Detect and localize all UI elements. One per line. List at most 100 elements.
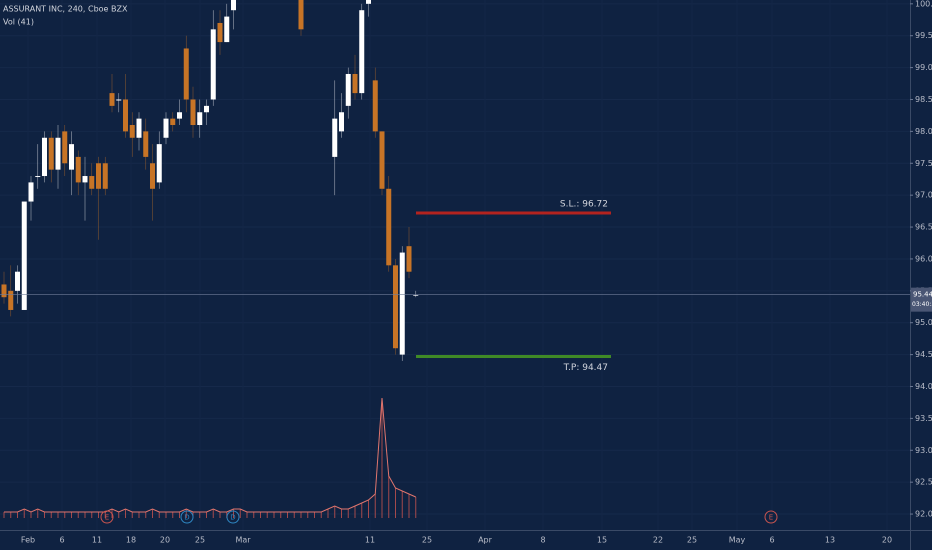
- volume-bar: [233, 509, 234, 518]
- volume-bar: [253, 512, 255, 518]
- volume-bar: [293, 512, 295, 518]
- candle-body: [42, 137, 47, 177]
- event-label: D: [184, 514, 189, 522]
- volume-bar: [300, 512, 302, 518]
- x-tick-label: 11: [365, 536, 375, 545]
- x-tick-label: 15: [597, 536, 607, 545]
- candle-body: [217, 22, 223, 43]
- y-tick-label: 92.00: [915, 510, 932, 519]
- y-tick-label: 93.00: [915, 446, 932, 455]
- candle-body: [345, 73, 351, 106]
- candle-body: [372, 80, 378, 132]
- volume-bar: [199, 512, 201, 518]
- volume-bar: [50, 512, 52, 518]
- volume-bar: [327, 509, 329, 518]
- volume-bar: [307, 512, 309, 518]
- candle-layer: [1, 0, 419, 361]
- chart-title: ASSURANT INC, 240, Cboe BZX: [3, 5, 128, 14]
- volume-bar: [165, 512, 167, 518]
- candle-body: [156, 144, 162, 183]
- volume-bar: [388, 476, 390, 518]
- candle-body: [163, 118, 169, 138]
- volume-bar: [179, 512, 180, 518]
- candle-body: [197, 112, 203, 126]
- candle-body: [48, 137, 54, 170]
- x-tick-label: 6: [59, 536, 64, 545]
- volume-bar: [131, 512, 133, 518]
- volume-bar: [334, 506, 336, 518]
- candle-body: [8, 290, 14, 310]
- volume-bar: [98, 512, 99, 518]
- candle-body: [35, 176, 41, 178]
- volume-bar: [44, 512, 45, 518]
- x-tick-label: 13: [825, 536, 835, 545]
- volume-bar: [354, 506, 356, 518]
- volume-bar: [273, 512, 275, 518]
- volume-bar: [84, 512, 86, 518]
- y-tick-label: 94.50: [915, 350, 932, 359]
- event-label: E: [769, 514, 773, 522]
- y-tick-label: 97.00: [915, 191, 932, 200]
- countdown-label: 03:40:34: [912, 301, 932, 308]
- take-profit-label: T.P: 94.47: [563, 363, 608, 373]
- candle-body: [89, 176, 95, 189]
- candle-body: [102, 163, 108, 189]
- y-tick-label: 98.00: [915, 127, 932, 136]
- x-tick-label: 8: [540, 536, 545, 545]
- candle-body: [339, 112, 344, 132]
- candle-body: [82, 176, 88, 183]
- candle-body: [69, 144, 74, 170]
- volume-bar: [266, 512, 268, 518]
- x-tick-label: 11: [92, 536, 102, 545]
- volume-line: [4, 397, 416, 513]
- candle-body: [96, 163, 101, 189]
- volume-bar: [314, 512, 315, 518]
- volume-bar: [260, 512, 261, 518]
- volume-bar: [118, 512, 120, 518]
- candle-body: [75, 156, 81, 183]
- volume-bar: [415, 497, 417, 518]
- y-tick-label: 98.50: [915, 95, 932, 104]
- candle-body: [177, 112, 182, 119]
- volume-bar: [374, 494, 376, 518]
- candle-body: [116, 99, 122, 101]
- volume-bar: [401, 491, 403, 518]
- x-tick-label: 18: [126, 536, 136, 545]
- volume-bar: [64, 512, 66, 518]
- volume-bar: [10, 512, 12, 518]
- volume-bar: [361, 503, 363, 518]
- y-tick-label: 97.50: [915, 159, 932, 168]
- volume-bar: [246, 512, 248, 518]
- volume-bar: [152, 509, 153, 518]
- stop-loss-label: S.L.: 96.72: [560, 200, 608, 210]
- volume-bar: [320, 512, 322, 518]
- volume-bar: [145, 512, 147, 518]
- candle-body: [224, 16, 230, 43]
- event-marker: [180, 510, 194, 524]
- x-tick-label: Mar: [235, 536, 251, 545]
- volume-bar: [158, 512, 160, 518]
- volume-bar: [172, 512, 174, 518]
- candle-body: [183, 48, 189, 100]
- y-tick-label: 99.50: [915, 31, 932, 40]
- candle-body: [204, 105, 209, 113]
- current-price-label: 95.44: [913, 291, 932, 299]
- volume-bar: [104, 512, 106, 518]
- volume-indicator: Vol (41): [3, 18, 34, 27]
- candle-body: [170, 118, 176, 126]
- candle-body: [210, 29, 216, 100]
- candle-body: [136, 118, 142, 138]
- volume-bar: [17, 512, 18, 518]
- candle-body: [366, 0, 371, 4]
- y-tick-label: 96.00: [915, 254, 932, 263]
- volume-bar: [219, 512, 221, 518]
- candle-body: [62, 131, 68, 164]
- candle-body: [55, 137, 61, 170]
- current-price-tag: [911, 287, 932, 312]
- x-tick-label: 6: [769, 536, 774, 545]
- y-tick-label: 99.00: [915, 63, 932, 72]
- event-label: D: [230, 514, 235, 522]
- volume-bar: [91, 512, 93, 518]
